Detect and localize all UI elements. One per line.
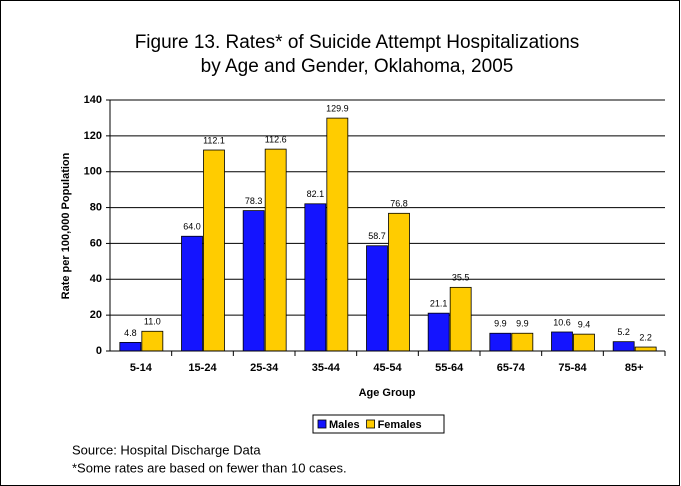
value-label: 21.1 (430, 299, 448, 309)
value-label: 78.3 (245, 196, 263, 206)
value-label: 112.6 (265, 134, 287, 144)
x-tick-label: 5-14 (130, 362, 153, 374)
bar (612, 341, 635, 352)
value-label: 112.1 (203, 135, 225, 145)
x-tick-label: 45-54 (373, 362, 402, 374)
value-label: 35.5 (452, 273, 470, 283)
bar (304, 203, 327, 352)
value-label: 4.8 (124, 328, 137, 338)
bar (388, 212, 410, 352)
note: *Some rates are based on fewer than 10 c… (72, 460, 347, 475)
bar (573, 333, 595, 352)
bar (141, 330, 164, 352)
value-label: 10.6 (553, 317, 571, 327)
bar (326, 117, 349, 352)
bar (449, 286, 472, 352)
bar (203, 149, 225, 352)
bar (242, 210, 265, 352)
legend-label: Females (378, 419, 422, 431)
chart-title: Figure 13. Rates* of Suicide Attempt Hos… (135, 32, 580, 53)
x-tick-label: 65-74 (497, 362, 526, 374)
bar (511, 332, 534, 352)
bar (119, 341, 142, 352)
x-tick-label: 15-24 (188, 362, 217, 374)
x-tick-label: 85+ (625, 362, 644, 374)
y-axis-label: Rate per 100,000 Population (60, 152, 72, 299)
legend-box (312, 414, 445, 434)
value-label: 9.9 (494, 319, 507, 329)
bar (366, 245, 388, 352)
y-tick-label: 120 (84, 130, 102, 142)
y-tick-label: 140 (84, 94, 102, 106)
bar (181, 235, 203, 352)
x-tick-label: 25-34 (250, 362, 279, 374)
value-label: 58.7 (368, 231, 386, 241)
x-axis-label: Age Group (359, 387, 416, 399)
value-label: 11.0 (144, 317, 161, 327)
bar (634, 346, 657, 352)
y-tick-label: 80 (90, 201, 102, 213)
y-tick-label: 60 (90, 237, 102, 249)
chart-title: by Age and Gender, Oklahoma, 2005 (201, 56, 514, 77)
bar (489, 332, 512, 352)
y-tick-label: 20 (90, 309, 102, 321)
value-label: 9.9 (516, 319, 529, 329)
legend-swatch (366, 419, 375, 429)
x-tick-label: 35-44 (312, 362, 341, 374)
value-label: 64.0 (183, 222, 201, 232)
legend-swatch (317, 419, 327, 429)
bar (264, 148, 287, 352)
note: Source: Hospital Discharge Data (72, 442, 261, 457)
value-label: 5.2 (617, 327, 630, 337)
x-tick-label: 55-64 (435, 362, 464, 374)
y-tick-label: 0 (96, 345, 102, 357)
bar (551, 331, 573, 352)
value-label: 129.9 (326, 103, 349, 113)
legend-label: Males (329, 419, 360, 431)
bar (427, 312, 450, 352)
value-label: 2.2 (639, 332, 652, 342)
value-label: 82.1 (307, 189, 325, 199)
y-tick-label: 40 (90, 273, 102, 285)
value-label: 76.8 (390, 199, 408, 209)
x-tick-label: 75-84 (558, 362, 587, 374)
y-tick-label: 100 (84, 166, 102, 178)
value-label: 9.4 (578, 320, 591, 330)
